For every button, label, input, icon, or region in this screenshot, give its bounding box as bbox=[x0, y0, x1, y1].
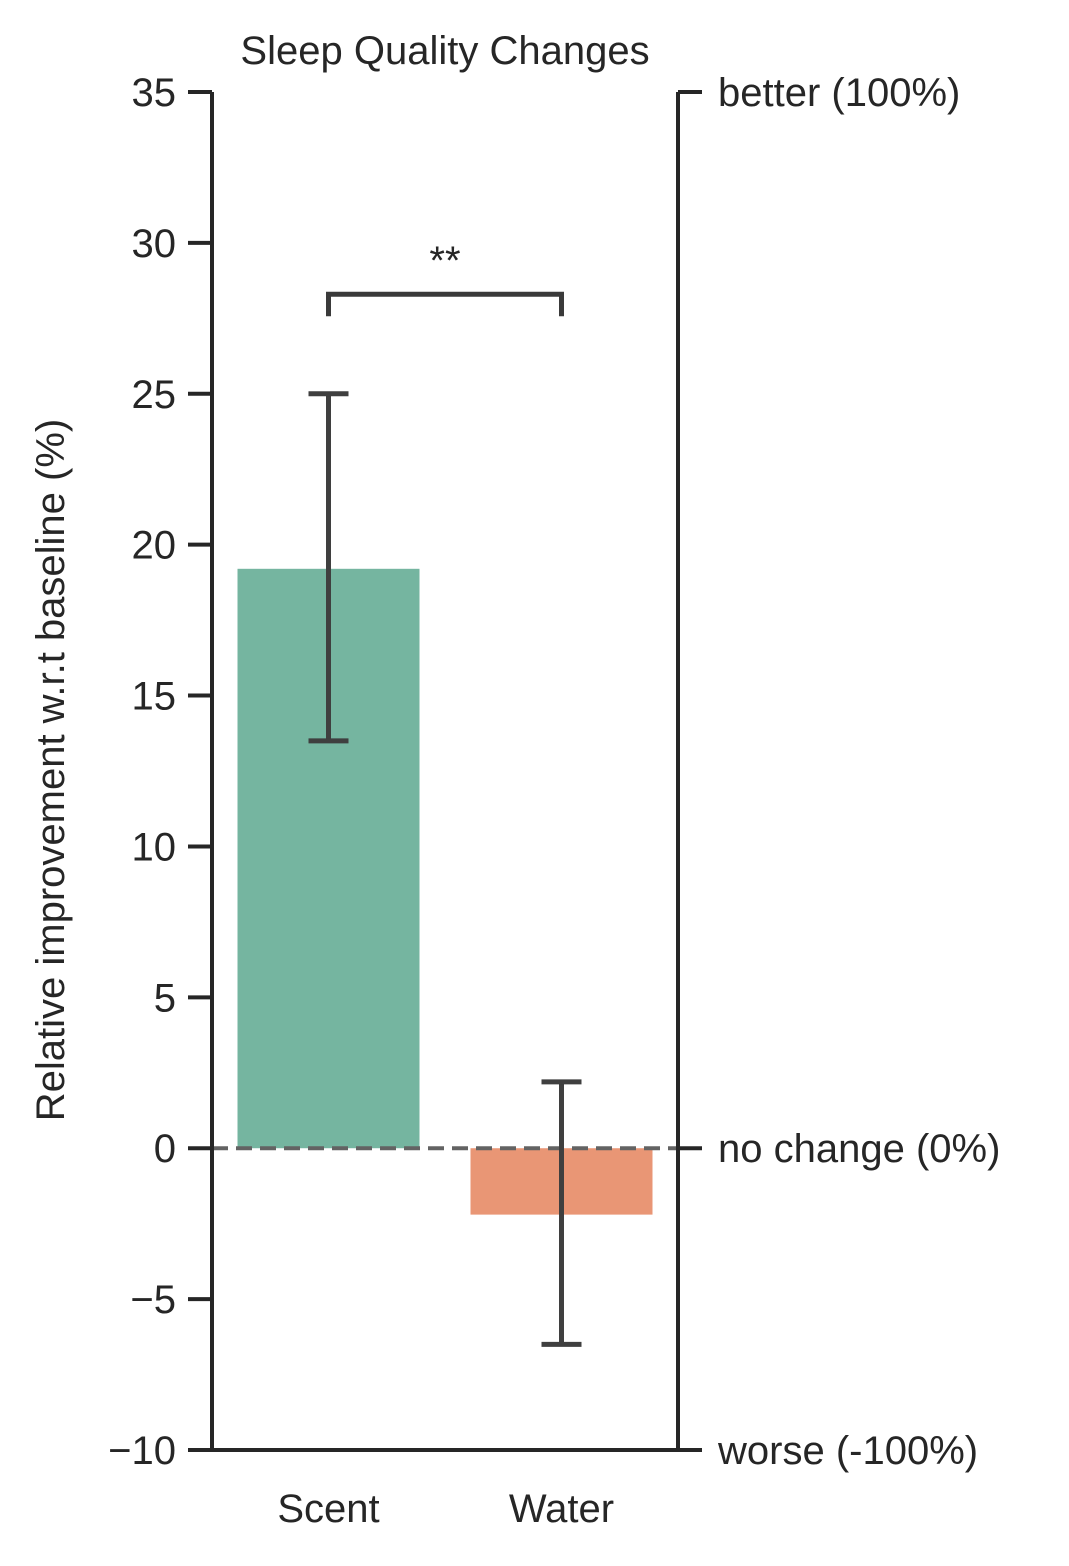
y-axis-label: Relative improvement w.r.t baseline (%) bbox=[29, 419, 73, 1122]
y-tick-label: 30 bbox=[132, 222, 177, 266]
y-tick-label: 10 bbox=[132, 825, 177, 869]
y-tick-label: 0 bbox=[154, 1127, 176, 1171]
right-axis-tick-label: worse (-100%) bbox=[717, 1429, 978, 1473]
y-tick-label: 35 bbox=[132, 71, 177, 115]
y-tick-label: 20 bbox=[132, 524, 177, 568]
y-tick-label: 15 bbox=[132, 675, 177, 719]
plot-area: ** 35 30 25 20 15 10 5 0 −5 −10 better (100%) no cha… bbox=[108, 71, 1000, 1531]
y-tick-label: 25 bbox=[132, 373, 177, 417]
chart-title: Sleep Quality Changes bbox=[240, 29, 649, 73]
y-tick-label: 5 bbox=[154, 976, 176, 1020]
right-axis-tick-label: no change (0%) bbox=[718, 1127, 1000, 1171]
significance-label: ** bbox=[429, 239, 460, 283]
x-tick-label-water: Water bbox=[509, 1487, 614, 1531]
x-tick-label-scent: Scent bbox=[277, 1487, 379, 1531]
y-tick-label: −10 bbox=[108, 1429, 176, 1473]
right-axis-tick-label: better (100%) bbox=[718, 71, 960, 115]
significance-bracket bbox=[326, 291, 564, 317]
y-tick-label: −5 bbox=[130, 1278, 176, 1322]
